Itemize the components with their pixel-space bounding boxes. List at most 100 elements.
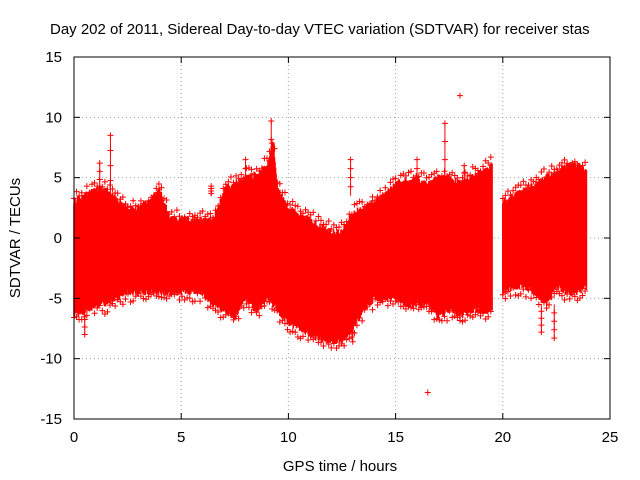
data-point-marker <box>382 184 389 191</box>
data-point-marker <box>189 298 196 305</box>
data-point-marker <box>173 289 180 296</box>
data-point-marker <box>540 299 547 306</box>
data-point-marker <box>428 308 435 315</box>
data-point-marker <box>230 179 237 186</box>
data-point-marker <box>158 184 165 191</box>
data-point-marker <box>266 298 273 305</box>
data-point-marker <box>459 318 466 325</box>
data-point-marker <box>507 293 514 300</box>
data-point-marker <box>535 301 542 308</box>
data-point-marker <box>184 215 191 222</box>
data-point-marker <box>81 192 88 199</box>
data-point-marker <box>480 310 487 317</box>
data-point-marker <box>104 308 111 315</box>
outlier-marker <box>347 174 354 181</box>
data-point-marker <box>510 284 517 291</box>
data-point-marker <box>153 292 160 299</box>
data-point-marker <box>530 178 537 185</box>
data-point-marker <box>305 337 312 344</box>
data-point-marker <box>408 168 415 175</box>
outlier-point <box>208 183 215 197</box>
data-point-marker <box>125 290 132 297</box>
x-tick-label: 15 <box>387 429 404 446</box>
data-point-marker <box>504 288 511 295</box>
data-point-marker <box>212 207 219 214</box>
data-point-marker <box>361 306 368 313</box>
data-point-marker <box>83 183 90 190</box>
data-point-marker <box>351 201 358 208</box>
y-tick-label: -15 <box>40 411 62 428</box>
data-point-marker <box>317 217 324 224</box>
outlier-marker <box>461 162 468 169</box>
outlier-marker <box>538 329 545 336</box>
data-point-marker <box>199 208 206 215</box>
data-point-marker <box>269 306 276 313</box>
data-point-marker <box>561 296 568 303</box>
data-point-marker <box>173 207 180 214</box>
data-point-marker <box>520 178 527 185</box>
data-point-marker <box>312 217 319 224</box>
outlier-marker <box>242 183 249 190</box>
y-tick-label: 5 <box>54 170 62 187</box>
outlier-marker <box>461 185 468 192</box>
data-point-marker <box>191 298 198 305</box>
data-point-marker <box>215 309 222 316</box>
data-point-marker <box>258 165 265 172</box>
data-point-marker <box>540 166 547 173</box>
data-point-marker <box>335 224 342 231</box>
data-point-marker <box>155 181 162 188</box>
data-point-marker <box>384 302 391 309</box>
data-point-marker <box>153 185 160 192</box>
data-point-marker <box>408 304 415 311</box>
x-tick-label: 25 <box>602 429 619 446</box>
data-point-marker <box>392 298 399 305</box>
data-point-marker <box>420 170 427 177</box>
data-point-marker <box>400 303 407 310</box>
data-point-marker <box>507 191 514 198</box>
series-band <box>71 140 494 352</box>
data-point-marker <box>431 316 438 323</box>
data-point-marker <box>341 342 348 349</box>
data-point-marker <box>454 314 461 321</box>
data-point-marker <box>238 171 245 178</box>
outlier-marker <box>551 318 558 325</box>
data-point-marker <box>359 198 366 205</box>
data-point-marker <box>227 312 234 319</box>
data-point-marker <box>281 189 288 196</box>
data-point-marker <box>289 328 296 335</box>
outlier-marker <box>107 177 114 184</box>
outlier-marker <box>538 322 545 329</box>
data-point-marker <box>145 198 152 205</box>
data-point-marker <box>354 322 361 329</box>
data-point-marker <box>276 180 283 187</box>
outlier-marker <box>107 162 114 169</box>
data-point-marker <box>101 178 108 185</box>
data-point-marker <box>279 317 286 324</box>
data-point-marker <box>451 313 458 320</box>
outlier-marker <box>424 389 431 396</box>
data-point-marker <box>433 315 440 322</box>
outlier-marker <box>96 160 103 167</box>
data-point-marker <box>299 210 306 217</box>
data-point-marker <box>546 301 553 308</box>
data-point-marker <box>207 210 214 217</box>
outlier-marker <box>268 174 275 181</box>
data-point-marker <box>328 344 335 351</box>
data-point-marker <box>522 293 529 300</box>
data-point-marker <box>220 185 227 192</box>
data-point-marker <box>402 172 409 179</box>
data-point-marker <box>543 305 550 312</box>
chart-title: Day 202 of 2011, Sidereal Day-to-day VTE… <box>50 21 590 38</box>
outlier-marker <box>347 183 354 190</box>
outlier-marker <box>456 92 463 99</box>
data-point-marker <box>155 293 162 300</box>
outlier-marker <box>81 331 88 338</box>
data-point-marker <box>104 186 111 193</box>
outlier-point <box>107 132 114 196</box>
outlier-marker <box>414 183 421 190</box>
data-point-marker <box>91 310 98 317</box>
data-point-marker <box>423 174 430 181</box>
axis-ticks: 0 5 10 15 20 25 -15 -10 -5 0 5 10 15 <box>40 49 618 446</box>
y-tick-label: -10 <box>40 351 62 368</box>
